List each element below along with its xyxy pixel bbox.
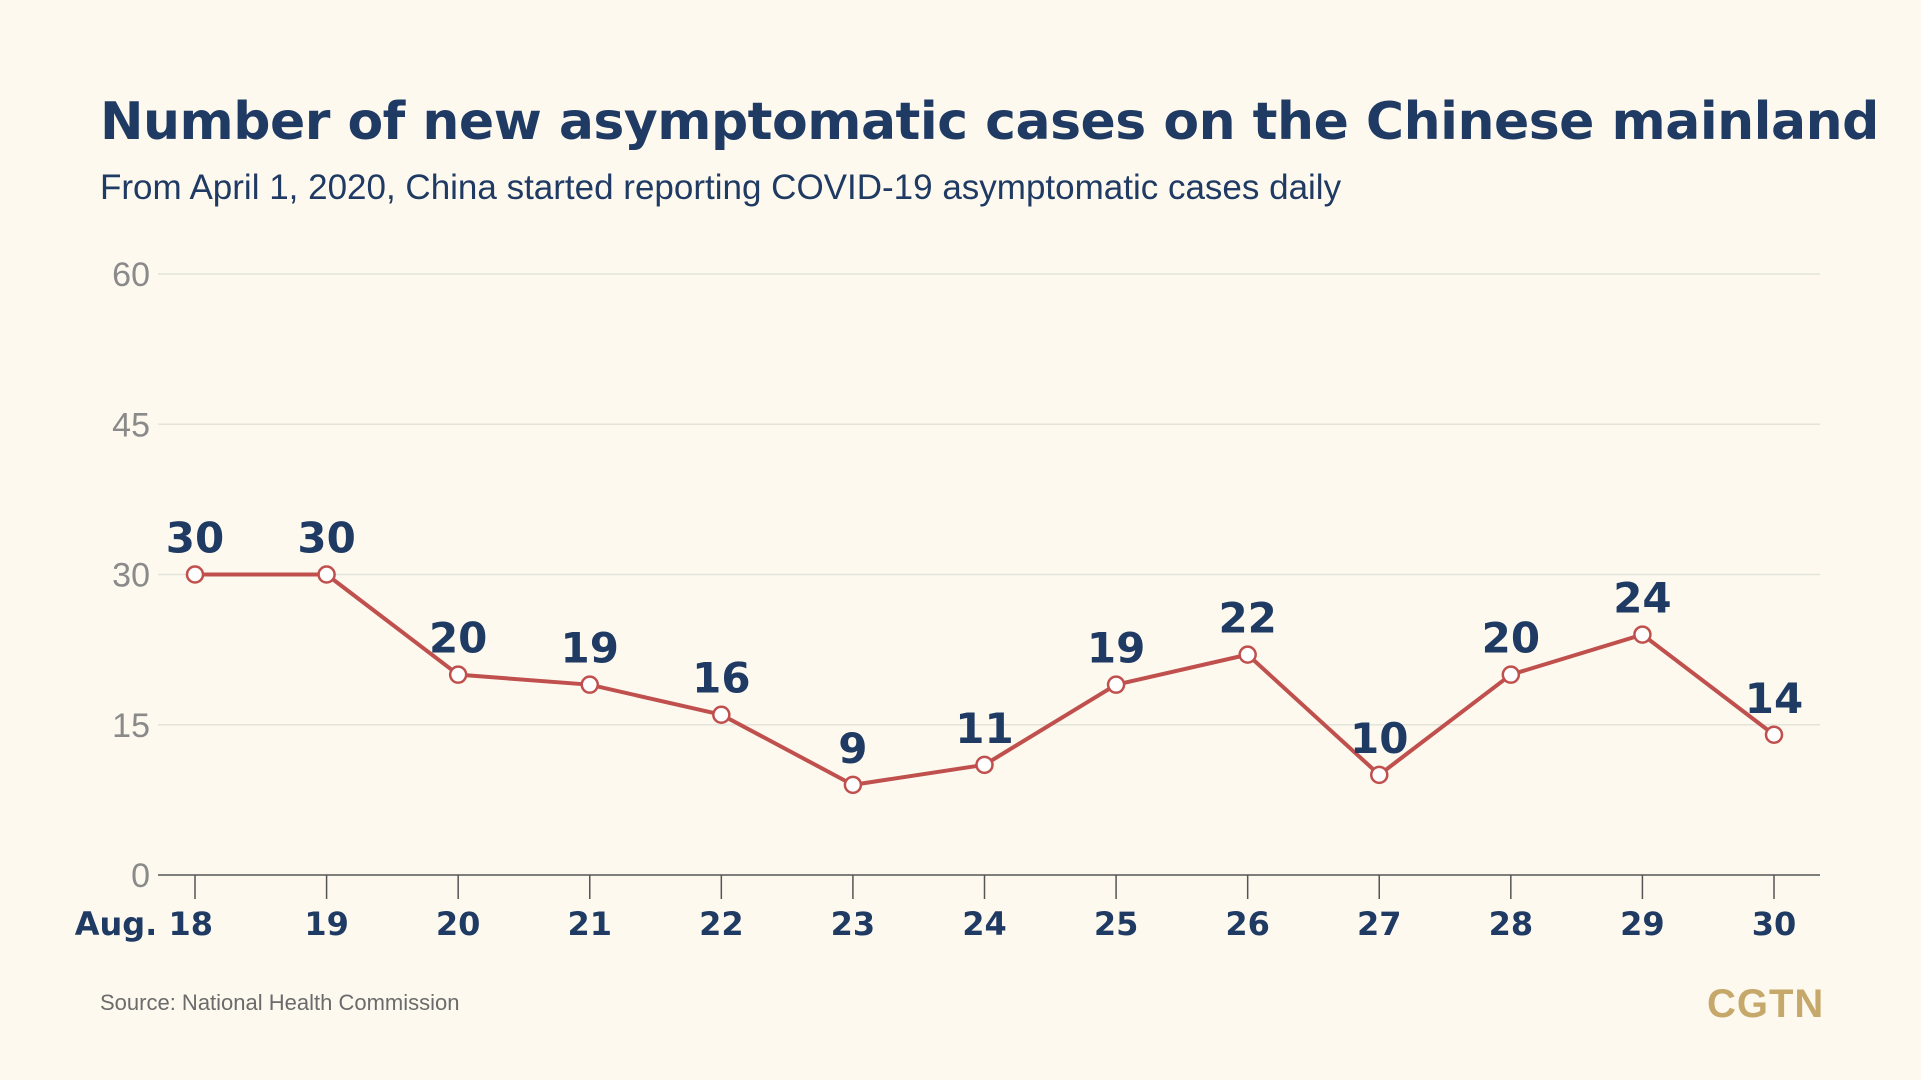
data-point <box>1633 625 1652 644</box>
data-label: 24 <box>1613 574 1671 623</box>
data-point <box>1106 675 1126 694</box>
data-label: 11 <box>955 704 1013 753</box>
y-tick-label: 60 <box>112 256 150 294</box>
data-point <box>843 775 863 795</box>
data-label: 9 <box>838 724 867 773</box>
data-point <box>1370 765 1389 785</box>
data-label: 20 <box>429 614 487 663</box>
x-tick-label: 27 <box>1357 905 1402 943</box>
x-tick-label: 20 <box>436 905 481 943</box>
x-tick-label: 24 <box>962 905 1007 943</box>
y-tick-label: 30 <box>112 557 150 595</box>
series-line <box>193 572 1776 787</box>
data-point <box>1764 725 1784 745</box>
y-tick-label: 0 <box>131 857 150 895</box>
chart-subtitle: From April 1, 2020, China started report… <box>100 168 1342 207</box>
x-tick-label: 25 <box>1094 905 1139 943</box>
data-point <box>448 665 468 684</box>
data-point <box>580 675 599 694</box>
data-label: 22 <box>1218 594 1276 643</box>
data-point <box>975 755 994 775</box>
x-tick-label: 29 <box>1620 905 1665 943</box>
data-label: 20 <box>1482 614 1540 663</box>
data-point <box>1238 645 1257 664</box>
x-tick-label: 30 <box>1752 905 1797 943</box>
chart-title: Number of new asymptomatic cases on the … <box>100 92 1879 152</box>
data-label: 30 <box>166 514 224 563</box>
x-tick-label: 23 <box>831 905 876 943</box>
data-point <box>712 705 731 724</box>
data-label: 19 <box>1087 624 1145 673</box>
x-tick-label: 21 <box>567 905 612 943</box>
data-point <box>317 565 336 584</box>
x-tick-label: 22 <box>699 905 744 943</box>
data-label: 16 <box>692 654 750 703</box>
data-point <box>185 565 205 584</box>
source-note: Source: National Health Commission <box>100 990 460 1015</box>
x-tick-label: 26 <box>1225 905 1270 943</box>
data-point <box>1501 665 1521 684</box>
cgtn-logo: CGTN <box>1707 982 1825 1026</box>
data-label: 14 <box>1745 674 1803 723</box>
x-tick-label: 19 <box>304 905 349 943</box>
x-tick-label: 28 <box>1489 905 1534 943</box>
y-tick-label: 45 <box>112 406 150 444</box>
data-label: 10 <box>1350 714 1408 763</box>
data-label: 30 <box>297 514 355 563</box>
y-tick-label: 15 <box>112 707 150 745</box>
x-tick-label: Aug. 18 <box>75 905 213 943</box>
data-label: 19 <box>561 624 619 673</box>
